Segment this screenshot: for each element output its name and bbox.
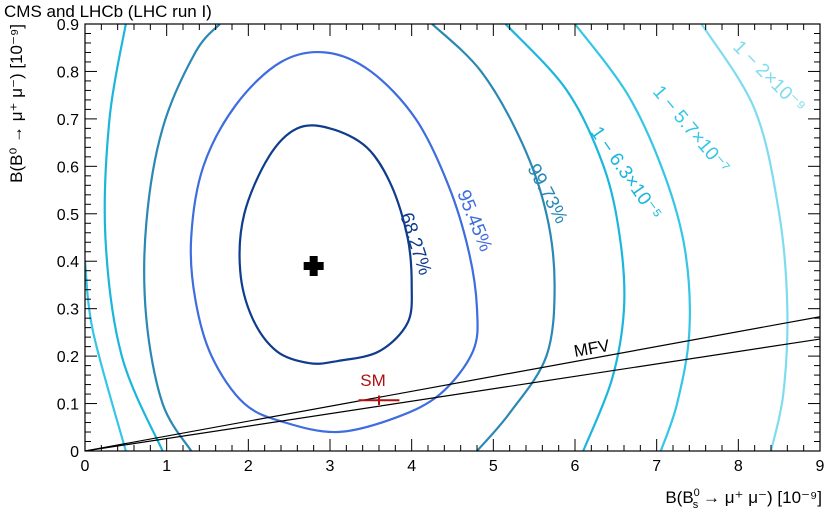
mfv-band xyxy=(85,316,820,451)
y-tick-label: 0.7 xyxy=(57,112,79,129)
x-tick-label: 9 xyxy=(816,458,825,475)
x-tick-label: 7 xyxy=(652,458,661,475)
x-tick-label: 0 xyxy=(81,458,90,475)
x-tick-label: 5 xyxy=(489,458,498,475)
x-label-main: B xyxy=(682,488,693,507)
x-tick-label: 1 xyxy=(162,458,171,475)
y-tick-label: 0.3 xyxy=(57,302,79,319)
y-axis-label: B(B⁰ → μ⁺ μ⁻) [10⁻⁹] xyxy=(7,24,26,183)
chart-title: CMS and LHCb (LHC run I) xyxy=(4,2,212,21)
best-fit-marker xyxy=(303,255,324,276)
y-tick-label: 0.1 xyxy=(57,397,79,414)
contour-line xyxy=(574,24,691,451)
x-label-sub: s xyxy=(693,499,699,511)
contour-line xyxy=(431,24,556,451)
contour-line xyxy=(189,50,479,434)
contour-line xyxy=(85,261,127,451)
contour-line xyxy=(143,24,221,451)
x-tick-label: 6 xyxy=(571,458,580,475)
x-axis-label: B(B0 s → μ⁺ μ⁻) [10⁻⁹] xyxy=(665,487,822,511)
sm-label: SM xyxy=(360,371,386,390)
x-label-sup: 0 xyxy=(694,487,700,499)
y-tick-label: 0 xyxy=(70,444,79,461)
y-tick-label: 0.9 xyxy=(57,17,79,34)
y-tick-label: 0.2 xyxy=(57,349,79,366)
x-label-suffix: → μ⁺ μ⁻) [10⁻⁹] xyxy=(698,488,822,507)
x-tick-label: 2 xyxy=(244,458,253,475)
x-tick-label: 3 xyxy=(326,458,335,475)
axes: 0 1 2 3 4 5 6 7 8 9 0 0.1 0.2 0.3 0.4 0.5 0.6 0.7 0.8 0.9 SM xyxy=(57,17,825,475)
plot-frame xyxy=(84,23,821,452)
x-tick-label: 4 xyxy=(407,458,416,475)
x-tick-label: 8 xyxy=(734,458,743,475)
contour-layer xyxy=(85,24,789,451)
contour-line xyxy=(103,24,164,451)
y-tick-label: 0.5 xyxy=(57,207,79,224)
y-tick-label: 0.8 xyxy=(57,64,79,81)
contour-line xyxy=(700,24,789,451)
contour-line xyxy=(504,24,626,451)
contour-line xyxy=(238,124,413,365)
x-label-prefix: B( xyxy=(665,488,682,507)
y-tick-label: 0.4 xyxy=(57,254,79,271)
mfv-line xyxy=(85,338,820,451)
y-tick-label: 0.6 xyxy=(57,159,79,176)
mfv-line xyxy=(85,316,820,451)
